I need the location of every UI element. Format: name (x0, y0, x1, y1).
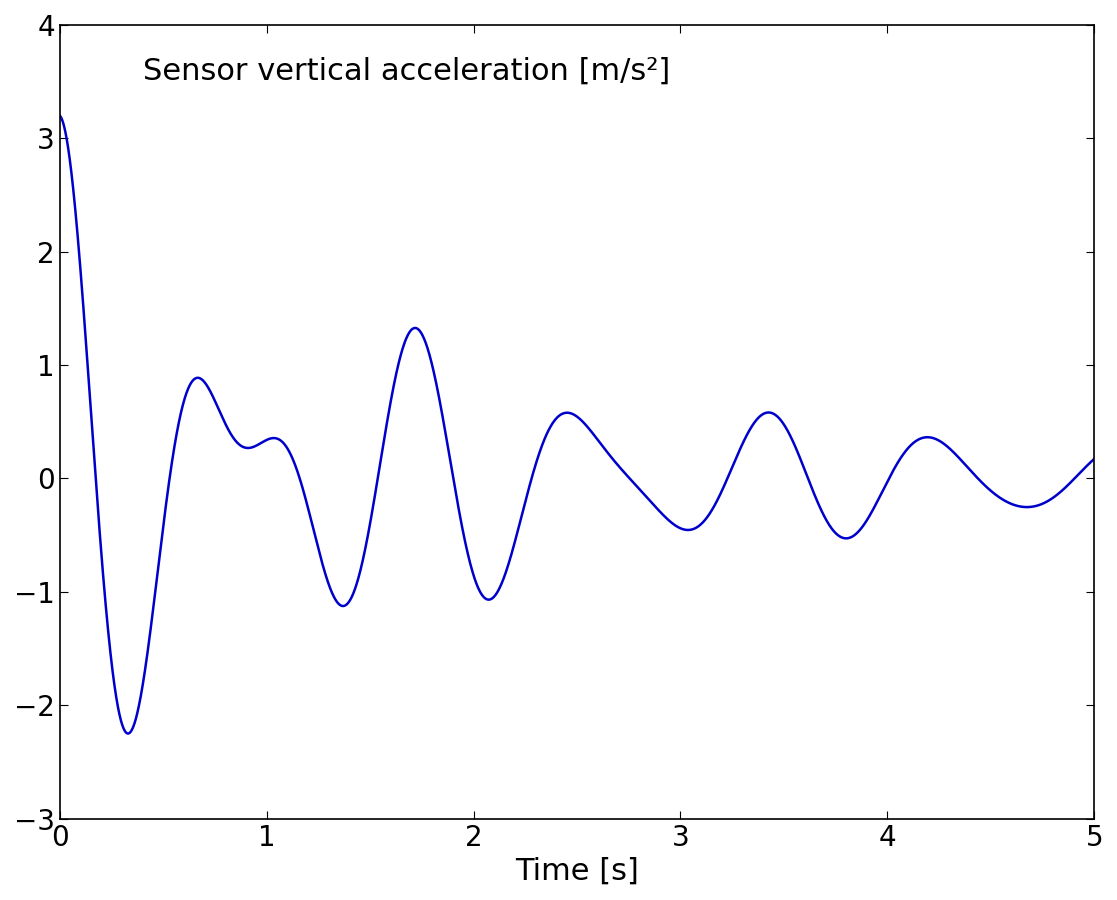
X-axis label: Time [s]: Time [s] (515, 857, 639, 886)
Text: Sensor vertical acceleration [m/s²]: Sensor vertical acceleration [m/s²] (143, 57, 670, 86)
